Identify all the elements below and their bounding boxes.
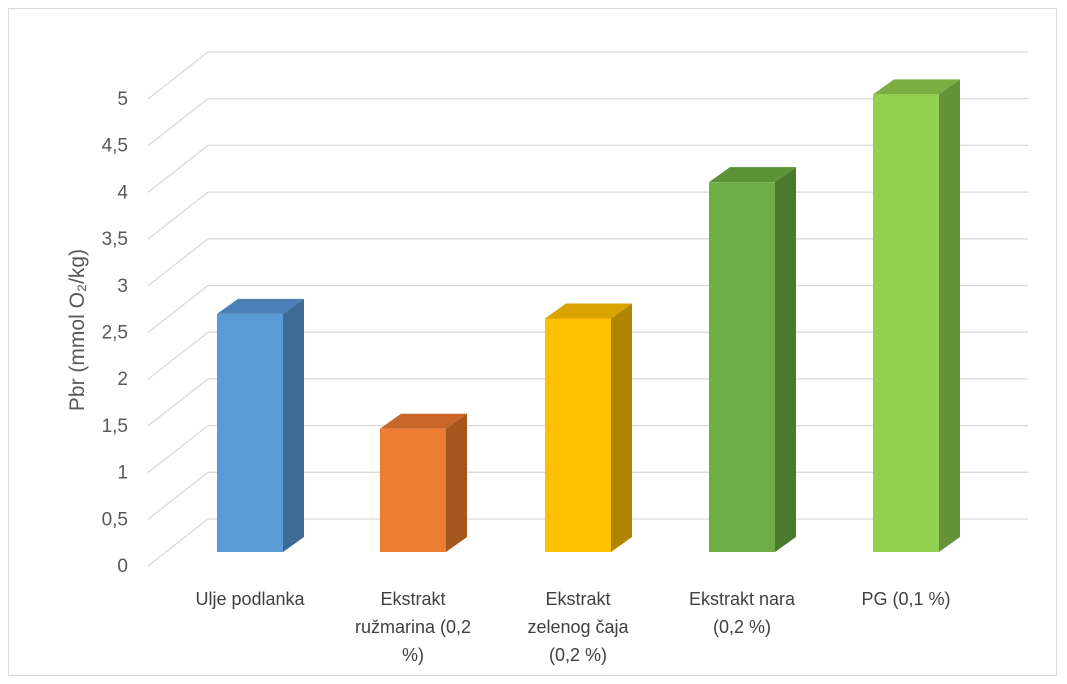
bar-front (217, 313, 283, 552)
bar-top (709, 167, 796, 183)
bar-top (380, 413, 467, 429)
x-category-label: Ekstrakt ružmarina (0,2%) (355, 589, 471, 665)
bar (380, 413, 467, 552)
gridline-diagonal (147, 51, 209, 100)
gridline-diagonal (147, 98, 209, 147)
bar-top (217, 298, 304, 314)
x-category-label: Ulje podlanka (195, 589, 305, 609)
bar-side (611, 303, 632, 552)
gridline-diagonal (147, 144, 209, 193)
y-tick-label: 3,5 (102, 229, 128, 250)
y-axis-title: Pbr (mmol O₂/kg) (66, 249, 89, 411)
bar-front (380, 428, 446, 552)
x-category-label: Ekstrakt nara (0,2 %) (689, 589, 796, 637)
y-axis-ticks: 0 0,5 1 1,5 2 2,5 3 3,5 4 4,5 5 (102, 89, 129, 577)
bar-top (873, 79, 960, 95)
bar (873, 79, 960, 552)
bar-side (283, 298, 304, 552)
gridline-diagonal (147, 425, 209, 474)
gridline-diagonal (147, 378, 209, 427)
gridline-diagonal (147, 331, 209, 380)
bar-front (545, 318, 611, 552)
gridline-diagonal (147, 284, 209, 334)
bar-front (873, 94, 939, 552)
bar-front (709, 182, 775, 553)
gridline-diagonal (147, 238, 209, 287)
bars (217, 79, 960, 553)
gridline-diagonal (147, 518, 209, 567)
bar (545, 303, 632, 552)
y-tick-label: 0,5 (102, 509, 128, 530)
bar-side (939, 79, 960, 552)
x-category-label: PG (0,1 %) (861, 589, 950, 609)
y-tick-label: 0 (117, 556, 128, 577)
y-tick-label: 2,5 (102, 323, 128, 344)
x-axis-categories: Ulje podlanka Ekstrakt ružmarina (0,2 %) Eks… (195, 589, 950, 665)
y-tick-label: 5 (117, 89, 128, 110)
bar-side (775, 167, 796, 553)
bar-side (446, 413, 467, 552)
y-tick-label: 4 (117, 182, 128, 203)
y-tick-label: 3 (117, 276, 128, 297)
x-category-label: Ekstrakt zelenog čaja (0,2 %) (527, 589, 629, 665)
bar-top (545, 303, 632, 319)
gridline-diagonal (147, 191, 209, 240)
gridline-diagonal (147, 471, 209, 520)
bar (217, 298, 304, 552)
y-tick-label: 2 (117, 369, 128, 390)
bar (709, 167, 796, 553)
y-tick-label: 1 (117, 463, 128, 484)
y-tick-label: 1,5 (102, 416, 128, 437)
y-tick-label: 4,5 (102, 136, 128, 157)
